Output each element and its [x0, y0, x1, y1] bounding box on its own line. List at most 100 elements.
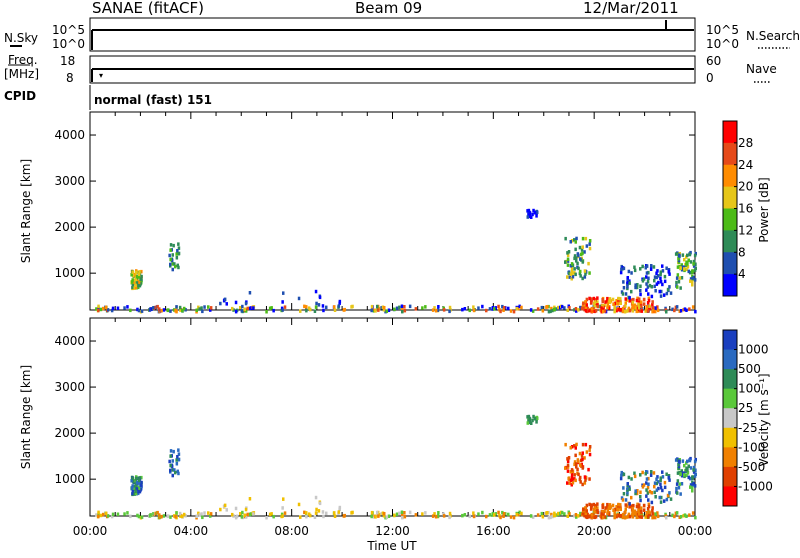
- range-cell: [692, 259, 696, 264]
- range-cell: [408, 304, 412, 309]
- range-cell: [639, 494, 642, 499]
- range-cell: [102, 306, 105, 311]
- velocity-ylabel: Slant Range [km]: [19, 365, 33, 469]
- range-cell: [645, 481, 648, 485]
- range-cell: [250, 512, 253, 516]
- range-cell: [576, 467, 579, 472]
- x-tick-label: 04:00: [174, 524, 209, 538]
- range-cell: [606, 502, 609, 507]
- range-cell: [671, 513, 674, 518]
- range-cell: [403, 514, 407, 519]
- freq-tick-low: 8: [66, 71, 74, 85]
- range-cell: [659, 270, 662, 274]
- range-cell: [372, 309, 376, 313]
- range-cell: [134, 283, 137, 288]
- range-cell: [173, 308, 176, 312]
- range-cell: [652, 471, 656, 475]
- range-cell: [499, 515, 502, 520]
- range-cell: [434, 515, 438, 519]
- range-cell: [272, 308, 275, 313]
- range-cell: [661, 470, 664, 474]
- range-cell: [106, 514, 110, 518]
- range-cell: [663, 480, 667, 485]
- range-cell: [588, 445, 592, 449]
- range-cell: [305, 305, 308, 309]
- range-cell: [641, 264, 644, 269]
- range-cell: [162, 308, 166, 312]
- range-cell: [619, 507, 622, 511]
- range-cell: [240, 515, 244, 519]
- range-cell: [421, 306, 424, 310]
- range-cell: [627, 308, 630, 313]
- power-panel: [89, 111, 696, 311]
- range-cell: [637, 306, 641, 310]
- colorbar-swatch: [723, 408, 737, 429]
- range-cell: [685, 514, 688, 518]
- velocity-colorbar: 1000 500 100 25 -25 -100 -500 -1000: [722, 329, 773, 507]
- range-cell: [584, 442, 588, 447]
- range-cell: [198, 513, 201, 517]
- range-cell: [581, 305, 585, 310]
- range-cell: [601, 510, 604, 514]
- range-cell: [613, 301, 617, 306]
- range-cell: [650, 294, 654, 299]
- range-cell: [594, 504, 597, 508]
- range-cell: [131, 491, 134, 496]
- range-cell: [175, 305, 178, 309]
- range-cell: [134, 277, 137, 282]
- range-cell: [665, 497, 669, 502]
- range-cell: [175, 511, 178, 515]
- range-cell: [622, 486, 625, 490]
- range-cell: [678, 309, 681, 313]
- range-cell: [130, 280, 134, 284]
- range-cell: [628, 514, 632, 519]
- range-cell: [691, 305, 695, 309]
- range-cell: [382, 514, 386, 518]
- range-cell: [246, 512, 249, 517]
- range-cell: [131, 480, 135, 484]
- range-cell: [252, 512, 255, 516]
- range-cell: [168, 459, 171, 464]
- range-cell: [530, 215, 533, 219]
- range-cell: [590, 513, 594, 517]
- range-cell: [657, 486, 660, 491]
- range-cell: [608, 300, 612, 305]
- range-cell: [170, 258, 174, 263]
- range-cell: [303, 304, 306, 309]
- range-cell: [175, 252, 178, 256]
- radar-title: SANAE (fitACF): [92, 0, 204, 17]
- range-cell: [639, 300, 643, 304]
- freq-label-line1: Freq.: [8, 53, 38, 67]
- range-cell: [398, 305, 401, 310]
- range-cell: [158, 515, 161, 520]
- range-cell: [424, 511, 427, 515]
- range-cell: [283, 511, 287, 515]
- colorbar-tick-label: 8: [738, 245, 746, 259]
- range-cell: [512, 515, 516, 520]
- range-cell: [689, 466, 693, 470]
- nave-tick-high: 60: [706, 54, 721, 68]
- range-cell: [622, 280, 625, 284]
- range-cell: [134, 480, 137, 484]
- range-cell: [653, 278, 656, 283]
- range-cell: [485, 308, 488, 313]
- range-cell: [628, 487, 631, 491]
- range-cell: [570, 262, 574, 266]
- colorbar-swatch: [723, 330, 737, 351]
- range-cell: [626, 285, 629, 289]
- range-cell: [646, 301, 650, 305]
- range-cell: [656, 475, 659, 479]
- range-cell: [678, 276, 682, 280]
- range-cell: [674, 305, 678, 310]
- range-cell: [584, 236, 588, 241]
- range-cell: [570, 468, 574, 472]
- range-cell: [515, 512, 519, 517]
- range-cell: [647, 270, 650, 275]
- x-tick-label: 20:00: [577, 524, 612, 538]
- colorbar-swatch: [723, 164, 737, 188]
- range-cell: [250, 306, 253, 310]
- range-cell: [299, 515, 302, 519]
- range-cell: [436, 514, 440, 518]
- range-cell: [675, 276, 679, 280]
- range-cell: [639, 304, 642, 308]
